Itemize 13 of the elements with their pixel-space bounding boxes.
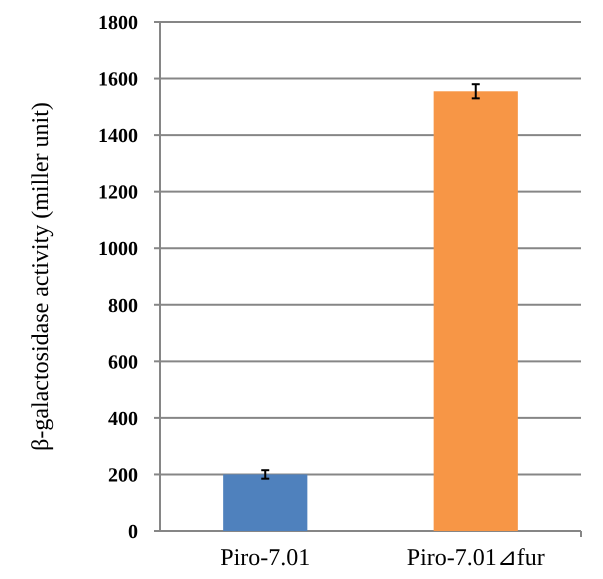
y-tick-label: 1800 [98,12,138,34]
y-tick-label: 800 [108,294,138,317]
y-tick-label: 1200 [98,182,138,204]
y-tick-label: 0 [128,521,138,543]
y-tick-label: 400 [108,408,138,430]
y-tick-label: 1400 [98,125,138,148]
y-tick-label: 1600 [98,68,138,91]
y-axis-title: β-galactosidase activity (miller unit) [28,102,54,451]
y-tick-label: 1000 [98,238,138,260]
x-tick-label: Piro-7.01⊿fur [406,545,545,571]
y-tick-label: 600 [108,351,138,374]
y-tick-label: 200 [108,464,138,486]
x-tick-label: Piro-7.01 [220,545,310,571]
